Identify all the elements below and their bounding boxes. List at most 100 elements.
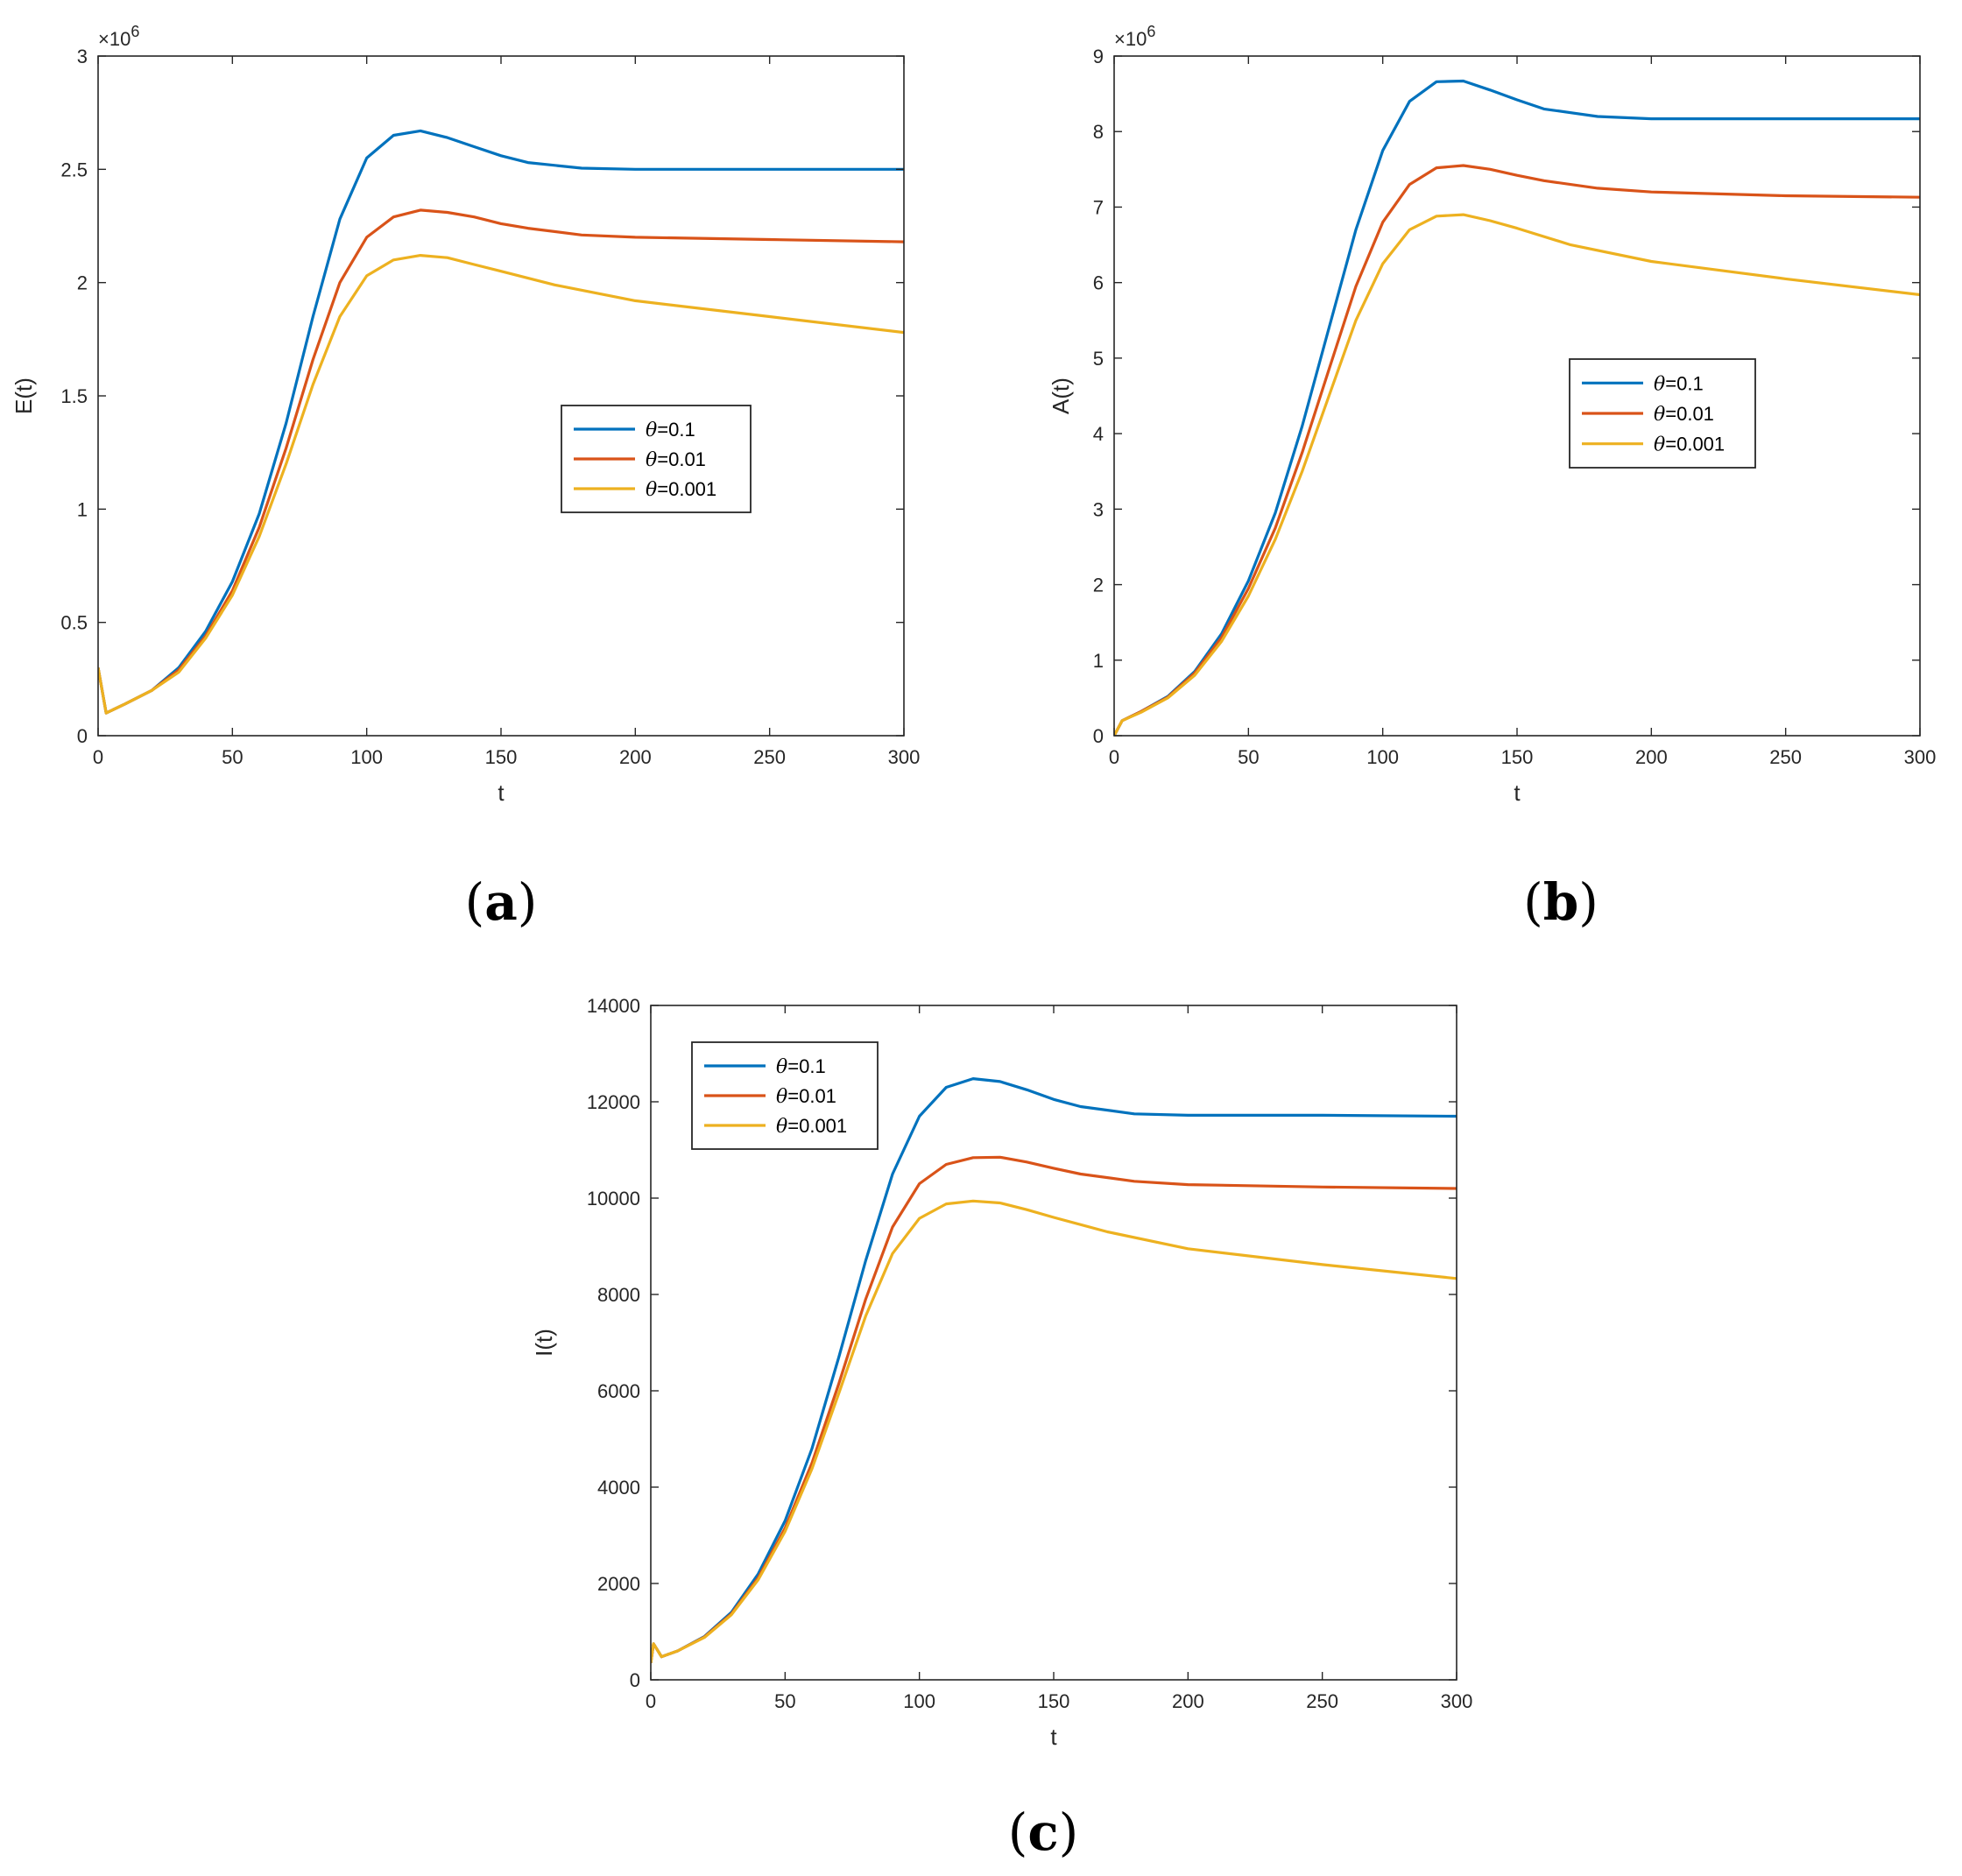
y-tick-label: 4 [1093,423,1104,445]
x-tick-label: 150 [485,746,518,768]
series-line-3 [651,1199,1457,1664]
x-tick-label: 100 [1366,746,1399,768]
legend-theta-symbol: θ [1654,373,1665,395]
x-axis-label: t [1050,1724,1057,1750]
x-tick-label: 150 [1501,746,1534,768]
x-axis-label: t [1514,779,1521,806]
legend-value: =0.1 [787,1055,825,1077]
series-line-3 [1114,213,1920,736]
legend-theta-symbol: θ [646,420,657,441]
x-tick-label: 300 [1441,1690,1473,1712]
x-tick-label: 250 [1306,1690,1338,1712]
legend-theta-symbol: θ [1654,404,1665,426]
x-tick-label: 200 [1172,1690,1204,1712]
y-axis-label: E(t) [11,377,37,414]
y-tick-label: 3 [1093,498,1104,520]
y-multiplier: ×10 [1114,28,1147,50]
legend-value: =0.1 [657,419,695,441]
y-tick-label: 5 [1093,348,1104,370]
x-tick-label: 50 [222,746,243,768]
x-tick-label: 300 [1904,746,1937,768]
y-tick-label: 7 [1093,196,1104,218]
y-tick-label: 8000 [597,1284,640,1306]
panel-label-close: ) [1578,872,1599,932]
x-axis-label: t [498,779,505,806]
x-tick-label: 250 [753,746,786,768]
x-tick-label: 0 [93,746,103,768]
y-tick-label: 1 [1093,650,1104,672]
panel-c: 0 50 100 150 200 250 300 0 2000 4000 6000 8000 10000… [531,995,1472,1862]
panel-label-open: ( [1008,1802,1028,1862]
y-exponent-label: ×106 [1114,23,1155,50]
legend-entry-2: θ=0.01 [776,1085,836,1108]
panel-label-close: ) [1059,1802,1079,1862]
x-tick-label: 250 [1769,746,1802,768]
y-exponent: 6 [131,23,139,40]
x-tick-label: 150 [1038,1690,1070,1712]
y-tick-label: 2 [77,272,88,294]
y-tick-label: 2000 [597,1573,640,1595]
legend-value: =0.001 [1665,434,1725,455]
y-exponent-label: ×106 [98,23,139,50]
series-group [98,129,904,715]
legend-entry-2: θ=0.01 [646,448,706,471]
x-tick-label: 50 [1238,746,1259,768]
legend-entry-3: θ=0.001 [646,478,716,501]
y-multiplier: ×10 [98,28,131,50]
y-axis-label: I(t) [531,1329,557,1357]
panel-label: (c) [1008,1802,1079,1862]
y-tick-label: 8 [1093,121,1104,143]
legend-entry-2: θ=0.01 [1654,403,1714,426]
legend-value: =0.001 [787,1115,847,1137]
legend: θ=0.1θ=0.01θ=0.001 [691,1041,879,1150]
y-tick-label: 6 [1093,272,1104,294]
legend-theta-symbol: θ [646,479,657,501]
x-tick-label: 200 [1635,746,1668,768]
y-axis-label: A(t) [1048,377,1074,414]
y-tick-label: 1 [77,498,88,520]
legend-entry-1: θ=0.1 [646,419,695,441]
y-tick-label: 3 [77,46,88,67]
legend-theta-symbol: θ [646,449,657,471]
legend: θ=0.1θ=0.01θ=0.001 [561,405,752,513]
y-tick-label: 6000 [597,1380,640,1402]
x-tick-label: 0 [646,1690,656,1712]
y-tick-label: 0 [1093,725,1104,747]
legend-value: =0.01 [787,1085,836,1107]
series-line-3 [98,254,904,715]
y-tick-label: 1.5 [60,385,88,407]
y-tick-label: 9 [1093,46,1104,67]
x-tick-label: 0 [1109,746,1119,768]
legend: θ=0.1θ=0.01θ=0.001 [1569,358,1756,469]
y-tick-label: 2.5 [60,159,88,180]
panel-label-letter: b [1543,872,1579,932]
panel-a: 0 50 100 150 200 250 300 0 0.5 1 1.5 2 2.5 3 ×106 t E(t)… [11,23,920,932]
legend-value: =0.1 [1665,372,1703,394]
legend-theta-symbol: θ [776,1086,787,1108]
series-group [1114,79,1920,736]
panel-label: (a) [465,872,538,932]
legend-value: =0.001 [657,478,716,500]
panel-label: (b) [1523,872,1599,932]
y-tick-label: 4000 [597,1477,640,1499]
plot-area [98,56,904,736]
panel-label-open: ( [465,872,485,932]
panel-label-letter: c [1027,1802,1058,1862]
series-group [651,1077,1457,1664]
y-tick-label: 12000 [587,1091,640,1113]
y-tick-label: 10000 [587,1188,640,1210]
legend-entry-3: θ=0.001 [1654,434,1725,456]
legend-theta-symbol: θ [776,1116,787,1138]
panel-label-letter: a [484,872,518,932]
x-tick-label: 300 [888,746,921,768]
y-exponent: 6 [1147,23,1155,40]
x-tick-label: 200 [619,746,652,768]
legend-entry-1: θ=0.1 [1654,372,1704,395]
x-tick-label: 100 [903,1690,935,1712]
x-tick-label: 100 [350,746,383,768]
legend-entry-3: θ=0.001 [776,1115,847,1138]
legend-value: =0.01 [657,448,706,470]
panel-label-close: ) [518,872,538,932]
